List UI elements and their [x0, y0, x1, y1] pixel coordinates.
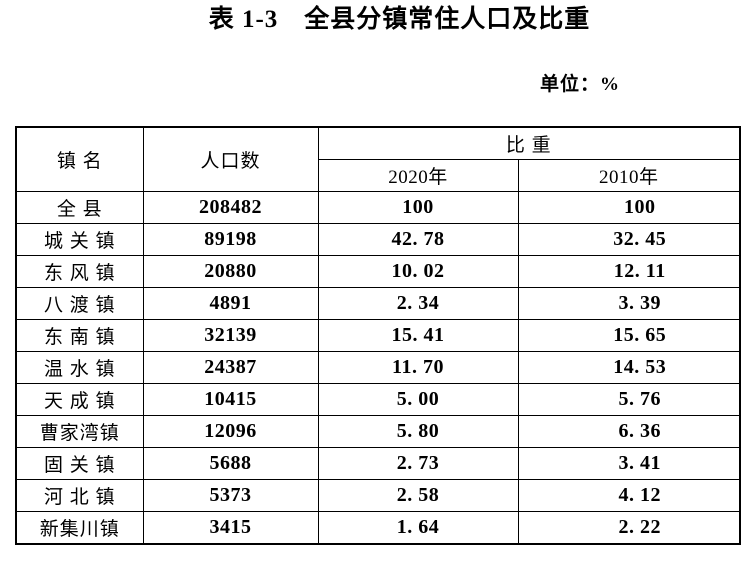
- population-cell: 5373: [142, 479, 319, 512]
- population-cell: 5688: [142, 447, 319, 480]
- share-2020-cell: 42. 78: [317, 223, 519, 256]
- share-2020-cell: 1. 64: [317, 511, 519, 545]
- share-2010-cell: 2. 22: [517, 511, 741, 545]
- share-2020-cell: 10. 02: [317, 255, 519, 288]
- table-row: 温 水 镇 24387 11. 70 14. 53: [15, 351, 741, 384]
- header-proportion: 比 重: [317, 126, 741, 160]
- table-row: 曹家湾镇 12096 5. 80 6. 36: [15, 415, 741, 448]
- share-2010-cell: 32. 45: [517, 223, 741, 256]
- town-name-cell: 东 风 镇: [15, 255, 144, 288]
- population-cell: 20880: [142, 255, 319, 288]
- table-row: 东 南 镇 32139 15. 41 15. 65: [15, 319, 741, 352]
- header-population: 人口数: [142, 126, 319, 192]
- town-name-cell: 河 北 镇: [15, 479, 144, 512]
- share-2010-cell: 14. 53: [517, 351, 741, 384]
- header-year-2010: 2010年: [517, 159, 741, 192]
- share-2020-cell: 2. 73: [317, 447, 519, 480]
- share-2020-cell: 11. 70: [317, 351, 519, 384]
- unit-label: 单位：%: [540, 74, 621, 95]
- population-cell: 89198: [142, 223, 319, 256]
- share-2020-cell: 5. 80: [317, 415, 519, 448]
- town-name-cell: 曹家湾镇: [15, 415, 144, 448]
- share-2010-cell: 5. 76: [517, 383, 741, 416]
- share-2010-cell: 12. 11: [517, 255, 741, 288]
- share-2010-cell: 6. 36: [517, 415, 741, 448]
- population-cell: 4891: [142, 287, 319, 320]
- header-row-years: 2020年 2010年: [16, 159, 741, 192]
- share-2020-cell: 2. 58: [317, 479, 519, 512]
- table-row: 八 渡 镇 4891 2. 34 3. 39: [15, 287, 741, 320]
- share-2010-cell: 4. 12: [517, 479, 741, 512]
- table-row: 天 成 镇 10415 5. 00 5. 76: [15, 383, 741, 416]
- share-2020-cell: 100: [317, 191, 519, 224]
- town-name-cell: 天 成 镇: [15, 383, 144, 416]
- population-cell: 10415: [142, 383, 319, 416]
- population-table: 镇 名 人口数 比 重 2020年 2010年 全 县 208482 100 1…: [15, 126, 742, 545]
- table-row: 河 北 镇 5373 2. 58 4. 12: [15, 479, 741, 512]
- table-body: 全 县 208482 100 100 城 关 镇 89198 42. 78 32…: [15, 191, 741, 545]
- table-header: 镇 名 人口数 比 重 2020年 2010年: [15, 126, 741, 192]
- share-2020-cell: 5. 00: [317, 383, 519, 416]
- town-name-cell: 八 渡 镇: [15, 287, 144, 320]
- population-cell: 3415: [142, 511, 319, 545]
- table-row: 新集川镇 3415 1. 64 2. 22: [15, 511, 741, 545]
- town-name-cell: 全 县: [15, 191, 144, 224]
- share-2020-cell: 2. 34: [317, 287, 519, 320]
- table-row: 全 县 208482 100 100: [15, 191, 741, 224]
- town-name-cell: 东 南 镇: [15, 319, 144, 352]
- header-town: 镇 名: [15, 126, 144, 192]
- table-row: 固 关 镇 5688 2. 73 3. 41: [15, 447, 741, 480]
- town-name-cell: 城 关 镇: [15, 223, 144, 256]
- table-row: 东 风 镇 20880 10. 02 12. 11: [15, 255, 741, 288]
- town-name-cell: 新集川镇: [15, 511, 144, 545]
- share-2010-cell: 100: [517, 191, 741, 224]
- population-cell: 24387: [142, 351, 319, 384]
- header-row-top: 镇 名 人口数 比 重: [15, 126, 741, 192]
- page-title: 表 1-3 全县分镇常住人口及比重: [208, 6, 591, 33]
- town-name-cell: 固 关 镇: [15, 447, 144, 480]
- share-2020-cell: 15. 41: [317, 319, 519, 352]
- share-2010-cell: 3. 41: [517, 447, 741, 480]
- share-2010-cell: 15. 65: [517, 319, 741, 352]
- table-row: 城 关 镇 89198 42. 78 32. 45: [15, 223, 741, 256]
- population-cell: 12096: [142, 415, 319, 448]
- population-cell: 208482: [142, 191, 319, 224]
- share-2010-cell: 3. 39: [517, 287, 741, 320]
- population-cell: 32139: [142, 319, 319, 352]
- town-name-cell: 温 水 镇: [15, 351, 144, 384]
- header-year-2020: 2020年: [317, 159, 519, 192]
